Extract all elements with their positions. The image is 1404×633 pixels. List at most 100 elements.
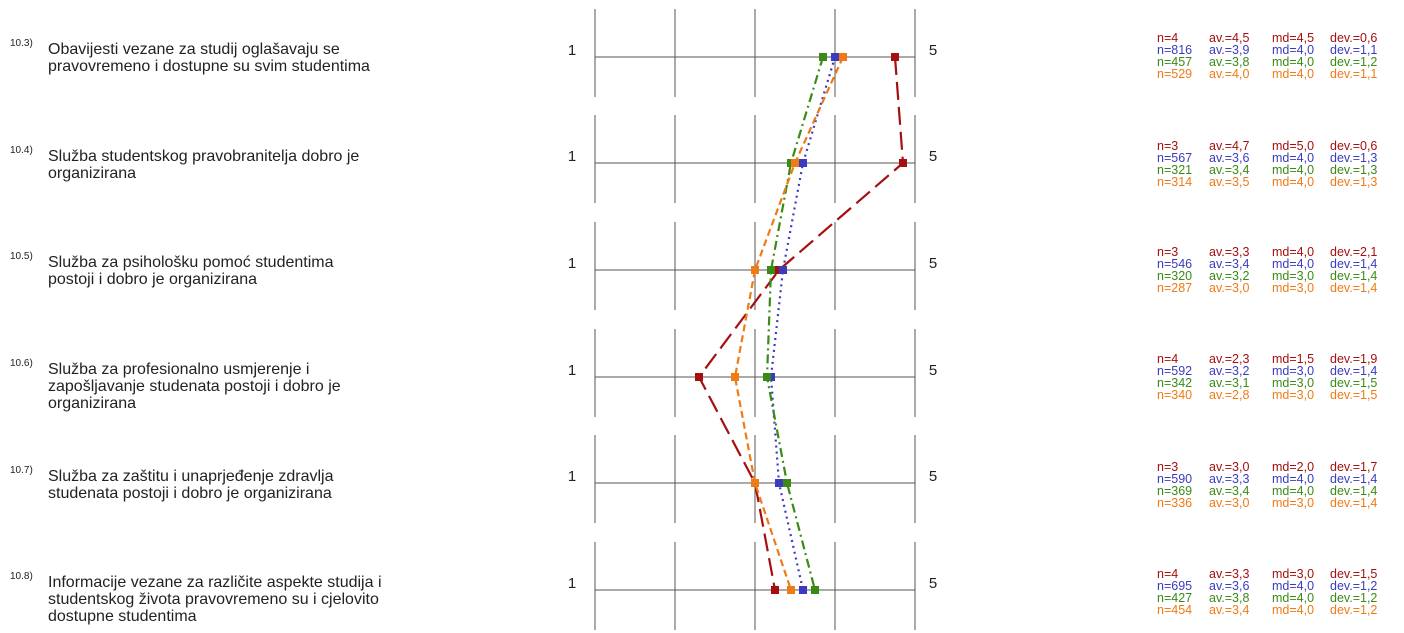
series-point <box>891 53 899 61</box>
stat-dev: dev.=1,1 <box>1330 43 1378 57</box>
stat-n: n=590 <box>1157 472 1193 486</box>
stats-line: n=320 av.=3,2 md=3,0 dev.=1,4 <box>1157 269 1377 283</box>
question-number: 10.6) <box>10 358 33 369</box>
series-point <box>763 373 771 381</box>
question-number: 10.5) <box>10 251 33 262</box>
stat-av: av.=2,3 <box>1209 352 1250 366</box>
stat-av: av.=3,1 <box>1209 376 1250 390</box>
stat-md: md=4,0 <box>1272 163 1315 177</box>
stat-av: av.=3,5 <box>1209 175 1250 189</box>
stat-md: md=4,0 <box>1272 603 1315 617</box>
stat-md: md=4,0 <box>1272 43 1315 57</box>
stat-dev: dev.=1,5 <box>1330 388 1378 402</box>
stat-n: n=427 <box>1157 591 1193 605</box>
stat-av: av.=4,7 <box>1209 139 1250 153</box>
stat-n: n=4 <box>1157 352 1179 366</box>
stats-line: n=314 av.=3,5 md=4,0 dev.=1,3 <box>1157 175 1378 189</box>
stat-dev: dev.=1,2 <box>1330 591 1378 605</box>
series-point <box>787 586 795 594</box>
question-number: 10.3) <box>10 38 33 49</box>
stat-dev: dev.=1,5 <box>1330 376 1378 390</box>
question-text: Obavijesti vezane za studij oglašavaju s… <box>48 41 370 75</box>
stat-av: av.=3,3 <box>1209 472 1250 486</box>
series-line <box>765 56 825 591</box>
question-text: Informacije vezane za različite aspekte … <box>48 574 382 625</box>
scale-max-label: 5 <box>929 255 937 272</box>
scale-max-label: 5 <box>929 148 937 165</box>
series-point <box>899 159 907 167</box>
series-point <box>819 53 827 61</box>
stat-av: av.=3,6 <box>1209 579 1250 593</box>
stat-av: av.=3,6 <box>1209 151 1250 165</box>
question-number: 10.7) <box>10 465 33 476</box>
stat-av: av.=2,8 <box>1209 388 1250 402</box>
stat-md: md=3,0 <box>1272 496 1315 510</box>
stat-dev: dev.=1,3 <box>1330 163 1378 177</box>
series-line <box>769 56 837 591</box>
stat-dev: dev.=0,6 <box>1330 31 1378 45</box>
stat-n: n=314 <box>1157 175 1193 189</box>
scale-min-label: 1 <box>568 468 576 485</box>
stat-md: md=3,0 <box>1272 567 1315 581</box>
stats-line: n=592 av.=3,2 md=3,0 dev.=1,4 <box>1157 364 1377 378</box>
scale-min-label: 1 <box>568 42 576 59</box>
question-text: Služba studentskog pravobranitelja dobro… <box>48 148 360 182</box>
series-point <box>791 159 799 167</box>
stat-n: n=454 <box>1157 603 1193 617</box>
stat-dev: dev.=1,2 <box>1330 603 1378 617</box>
stats-line: n=336 av.=3,0 md=3,0 dev.=1,4 <box>1157 496 1378 510</box>
series-point <box>799 159 807 167</box>
stat-md: md=3,0 <box>1272 376 1315 390</box>
stats-line: n=590 av.=3,3 md=4,0 dev.=1,4 <box>1157 472 1378 486</box>
stat-n: n=342 <box>1157 376 1193 390</box>
series-point <box>799 586 807 594</box>
stats-line: n=3 av.=3,3 md=4,0 dev.=2,1 <box>1157 245 1378 259</box>
stats-line: n=4 av.=3,3 md=3,0 dev.=1,5 <box>1157 567 1378 581</box>
stats-line: n=321 av.=3,4 md=4,0 dev.=1,3 <box>1157 163 1378 177</box>
stat-md: md=3,0 <box>1272 364 1315 378</box>
stats-line: n=4 av.=2,3 md=1,5 dev.=1,9 <box>1157 352 1377 366</box>
stat-n: n=321 <box>1157 163 1193 177</box>
stats-line: n=369 av.=3,4 md=4,0 dev.=1,4 <box>1157 485 1377 498</box>
stats-block: n=4 av.=4,5 md=4,5 dev.=0,6 n=816 av.=3,9 md=4… <box>1157 31 1378 81</box>
stat-av: av.=3,2 <box>1209 364 1250 378</box>
stat-av: av.=3,8 <box>1209 55 1250 69</box>
stat-av: av.=3,4 <box>1209 257 1250 271</box>
stat-dev: dev.=1,5 <box>1330 567 1378 581</box>
stat-md: md=3,0 <box>1272 269 1315 283</box>
stat-n: n=546 <box>1157 257 1193 271</box>
stats-block: n=4 av.=3,3 md=3,0 dev.=1,5 n=695 av.=3,6 md=4… <box>1157 567 1378 617</box>
stat-md: md=4,5 <box>1272 31 1315 45</box>
stat-dev: dev.=1,3 <box>1330 151 1378 165</box>
question-text: Služba za profesionalno usmjerenje i zap… <box>48 361 341 412</box>
stats-line: n=529 av.=4,0 md=4,0 dev.=1,1 <box>1157 67 1377 81</box>
scale-max-label: 5 <box>929 575 937 592</box>
stat-md: md=1,5 <box>1272 352 1315 366</box>
stat-dev: dev.=1,3 <box>1330 175 1378 189</box>
stat-n: n=4 <box>1157 567 1179 581</box>
stat-av: av.=3,2 <box>1209 269 1250 283</box>
stats-line: n=340 av.=2,8 md=3,0 dev.=1,5 <box>1157 388 1378 402</box>
question-number: 10.4) <box>10 145 33 156</box>
stat-n: n=287 <box>1157 281 1193 295</box>
stats-block: n=3 av.=3,0 md=2,0 dev.=1,7 n=590 av.=3,3 md=4… <box>1157 460 1378 510</box>
stat-dev: dev.=1,4 <box>1330 472 1378 486</box>
stat-av: av.=3,0 <box>1209 281 1250 295</box>
stats-line: n=3 av.=4,7 md=5,0 dev.=0,6 <box>1157 139 1377 153</box>
series-point <box>731 373 739 381</box>
stat-md: md=4,0 <box>1272 67 1315 81</box>
stat-md: md=2,0 <box>1272 460 1315 474</box>
series-line <box>733 56 845 591</box>
stat-av: av.=4,0 <box>1209 67 1250 81</box>
stat-md: md=4,0 <box>1272 245 1315 259</box>
stat-dev: dev.=1,4 <box>1330 496 1378 510</box>
stat-md: md=4,0 <box>1272 175 1315 189</box>
series-point <box>779 266 787 274</box>
series-point <box>751 479 759 487</box>
stat-md: md=4,0 <box>1272 257 1315 271</box>
stat-dev: dev.=2,1 <box>1330 245 1378 259</box>
series-point <box>751 266 759 274</box>
stat-av: av.=3,3 <box>1209 567 1250 581</box>
question-label: 10.4) Služba studentskog pravobranitelja … <box>10 145 480 182</box>
